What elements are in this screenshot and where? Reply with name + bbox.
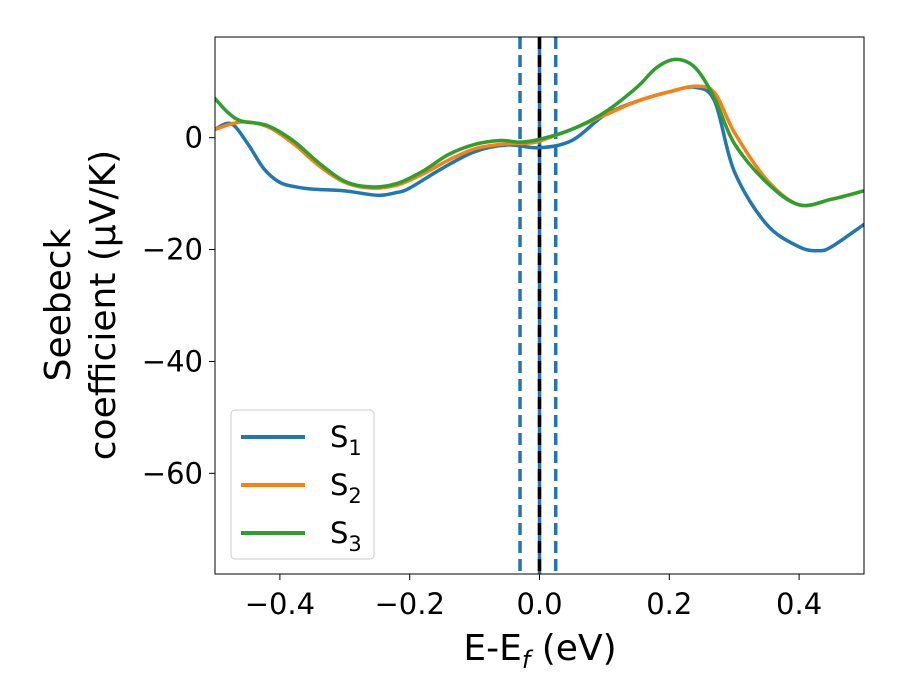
y-axis-title: Seebeck coefficient (μV/K) bbox=[38, 150, 124, 460]
y-tick-label: −20 bbox=[142, 233, 203, 267]
x-tick-label: −0.2 bbox=[374, 587, 444, 621]
vertical-reference-lines bbox=[518, 37, 558, 574]
y-axis-title-line2: coefficient (μV/K) bbox=[83, 150, 124, 460]
x-axis-title-unit: (eV) bbox=[530, 628, 616, 669]
series-line-s3 bbox=[215, 57, 864, 208]
x-tick-label: −0.4 bbox=[245, 587, 315, 621]
y-tick-label: 0 bbox=[185, 121, 203, 155]
legend-label-s2: S2 bbox=[330, 468, 362, 508]
legend-label-s3: S3 bbox=[330, 516, 362, 556]
x-tick-label: 0.2 bbox=[646, 587, 692, 621]
legend-label-s1: S1 bbox=[330, 420, 362, 460]
legend: S1 S2 S3 bbox=[230, 409, 375, 560]
y-tick-label: −40 bbox=[142, 344, 203, 378]
x-axis-title-main: E-E bbox=[463, 628, 521, 669]
x-tick-label: 0.4 bbox=[776, 587, 822, 621]
x-axis-title: E-Ef (eV) bbox=[463, 628, 616, 674]
series-lines bbox=[215, 57, 864, 253]
y-axis-ticks: 0 −20 −40 −60 bbox=[142, 121, 215, 490]
y-tick-label: −60 bbox=[142, 456, 203, 490]
y-axis-title-line1: Seebeck bbox=[38, 228, 79, 381]
x-tick-label: 0.0 bbox=[516, 587, 562, 621]
x-axis-ticks: −0.4 −0.2 0.0 0.2 0.4 bbox=[245, 574, 822, 621]
